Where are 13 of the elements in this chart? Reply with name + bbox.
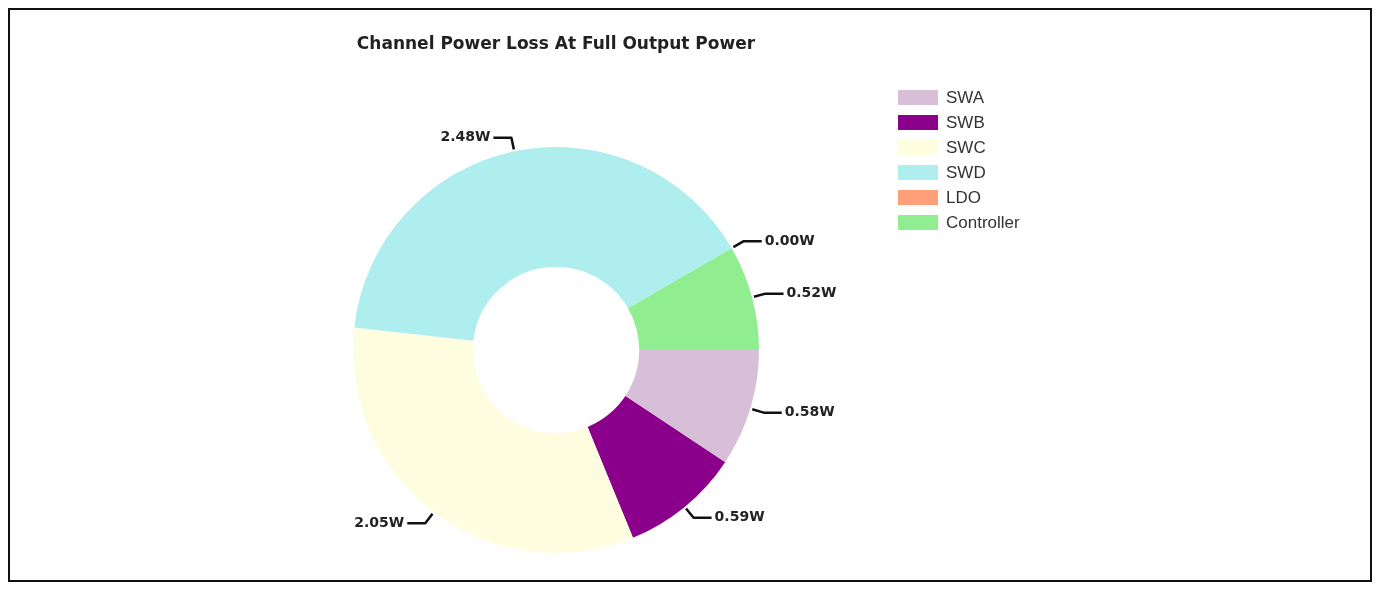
legend-label: SWA [946,87,985,107]
text: 0.00W [764,231,815,248]
data-label: 2.05W [354,513,405,530]
legend-label: LDO [946,187,981,207]
data-label: 0.59W [714,508,765,525]
data-label: 0.52W [786,284,837,301]
legend-label: SWD [946,162,986,182]
chart-title: Channel Power Loss At Full Output Power [356,33,756,54]
legend-label: SWC [946,137,986,157]
data-label: 0.58W [784,403,835,420]
legend-label: SWB [946,112,985,132]
legend-label: Controller [946,212,1021,232]
data-label: 2.48W [440,128,491,145]
